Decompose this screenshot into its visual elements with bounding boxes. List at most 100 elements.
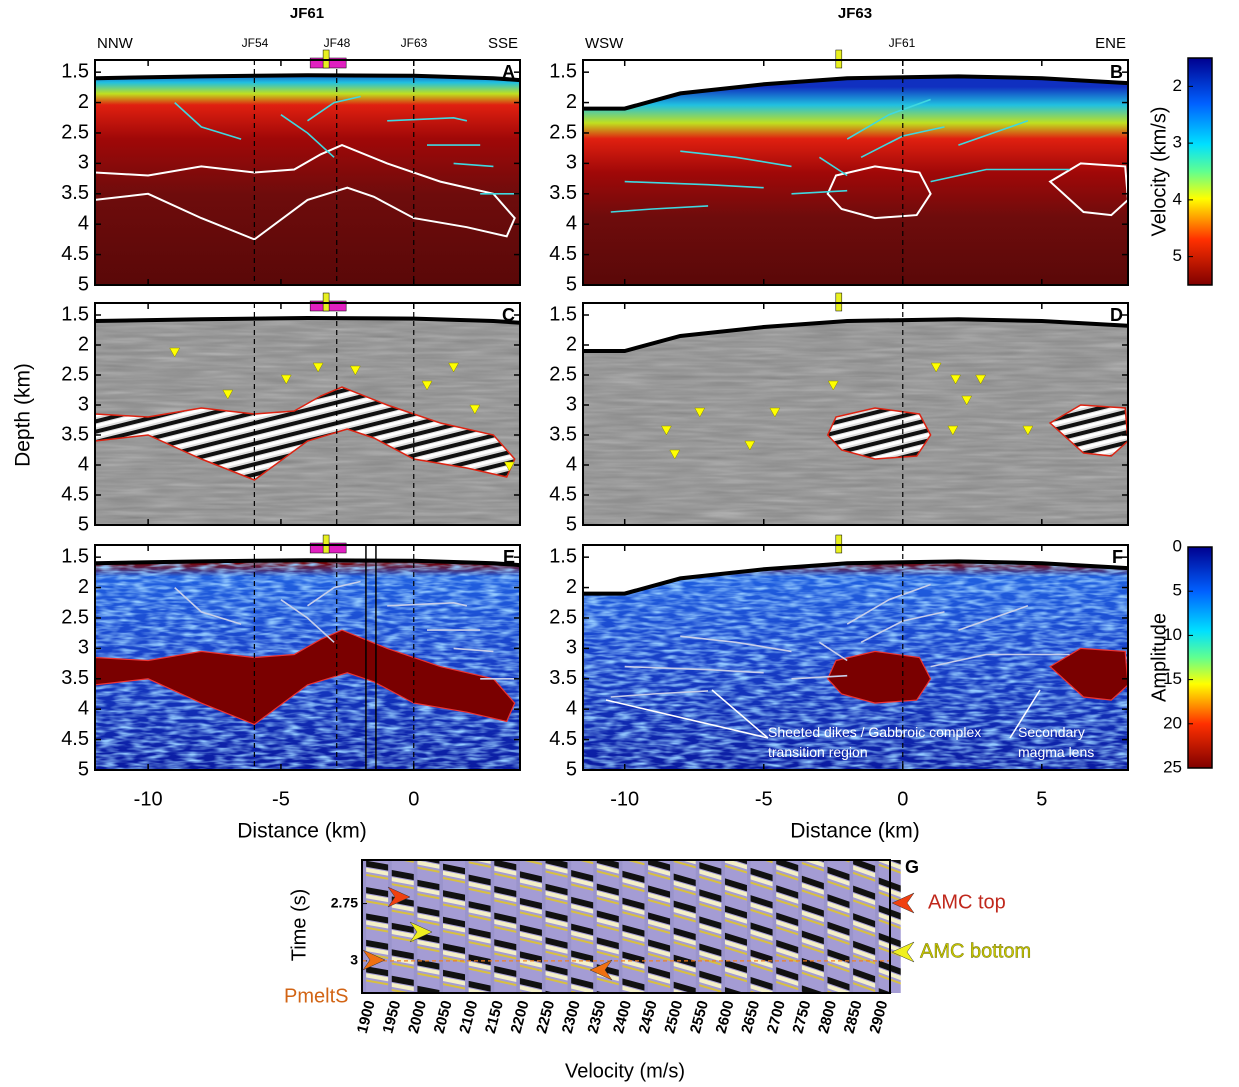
arrowhead [669,449,681,460]
y-tick-label: 5 [78,273,89,295]
y-tick-label: 3 [566,637,577,659]
y-tick-label: 2 [78,333,89,355]
x-axis-label: Distance (km) [237,820,367,843]
y-tick-label: 4 [78,697,89,719]
panel-frame [94,544,521,771]
gather-trace [699,860,722,993]
arrowhead [312,362,324,373]
seafloor [583,559,1128,596]
panel-letter: E [503,547,515,567]
y-tick-label: 3.5 [61,667,89,689]
seafloor [583,74,1128,111]
gather-trace [750,860,773,993]
y-tick-label: 3 [566,393,577,415]
y-tick-label: 3 [78,393,89,415]
g-x-tick-label: 1950 [379,999,404,1036]
leader-line [711,689,769,739]
y-tick-label: 2.5 [549,363,577,385]
section-label: NNW [97,35,134,52]
y-tick-label: 3.5 [549,667,577,689]
panel-letter: F [1112,547,1123,567]
leader-line [605,699,769,739]
arrowhead [280,374,292,385]
x-tick-label: -10 [134,788,163,810]
y-tick-label: 1.5 [549,303,577,325]
y-tick-label: 4 [566,453,577,475]
panel-letter: C [502,305,515,325]
section-label: JF54 [242,36,269,50]
water [583,60,1128,109]
gather-trace [443,860,466,993]
reflector [826,650,932,704]
y-tick-label: 4.5 [549,483,577,505]
g-y-tick-label: 3 [350,952,358,968]
seafloor [583,317,1128,353]
arrowhead [961,395,973,406]
marker-label: PmeltS [284,985,348,1007]
x-tick-label: -5 [272,788,290,810]
panel-letter: G [905,857,919,877]
y-tick-label: 4.5 [549,243,577,265]
arrowhead [349,365,361,376]
g-x-tick-label: 2650 [738,999,763,1036]
g-x-tick-label: 2050 [431,999,456,1036]
g-x-tick-label: 2550 [687,999,712,1036]
arrowhead [469,404,481,415]
seafloor [95,558,520,568]
panel-frame [94,302,521,526]
colorbar [1187,57,1213,286]
leader-line [1009,689,1041,739]
panel [583,60,1128,285]
x-tick-label: -10 [610,788,639,810]
gather-trace [366,860,389,993]
colorbar-tick-label: 0 [1173,536,1182,555]
reflector [95,629,516,726]
y-tick-label: 3.5 [549,423,577,445]
arrowhead [503,461,515,472]
fault-line [791,674,848,680]
gather-trace [494,860,517,993]
arrowhead [1022,425,1034,436]
g-x-tick-label: 2200 [508,999,533,1036]
fault-line [846,583,931,625]
y-tick-label: 1.5 [61,545,89,567]
gather-trace [724,860,747,993]
gather-trace [391,860,414,993]
y-tick-label: 4 [78,453,89,475]
y-tick-label: 2.5 [61,121,89,143]
reflector [1048,404,1128,457]
g-x-tick-label: 1900 [354,999,379,1036]
g-y-tick-label: 2.75 [331,894,358,910]
arrowhead [975,374,987,385]
y-tick-label: 3 [78,152,89,174]
marker-label: AMC top [928,891,1006,913]
arrowhead [930,362,942,373]
fault-line [846,98,931,140]
panel [583,545,1128,770]
g-x-tick-label: 2900 [866,999,891,1036]
arrowhead [950,374,962,385]
colorbar-tick-label: 5 [1173,246,1182,265]
arrowhead [421,380,433,391]
fault-line [624,665,764,674]
y-tick-label: 5 [566,273,577,295]
panel [95,545,520,770]
gather-trace [673,860,696,993]
y-tick-label: 4.5 [61,728,89,750]
y-tick-label: 2 [566,576,577,598]
colorbar [1187,546,1213,769]
arrowhead [769,407,781,418]
g-x-tick-label: 2850 [841,999,866,1036]
y-tick-label: 2 [566,91,577,113]
arrowhead [222,389,234,400]
g-x-tick-label: 2500 [661,999,686,1036]
gather-trace [571,860,594,993]
fault-line [791,189,848,195]
water [583,303,1128,351]
gather-trace [468,860,491,993]
arrowhead [362,949,386,971]
panel-frame [582,544,1129,771]
y-tick-label: 1.5 [549,60,577,82]
g-x-tick-label: 2450 [636,999,661,1036]
